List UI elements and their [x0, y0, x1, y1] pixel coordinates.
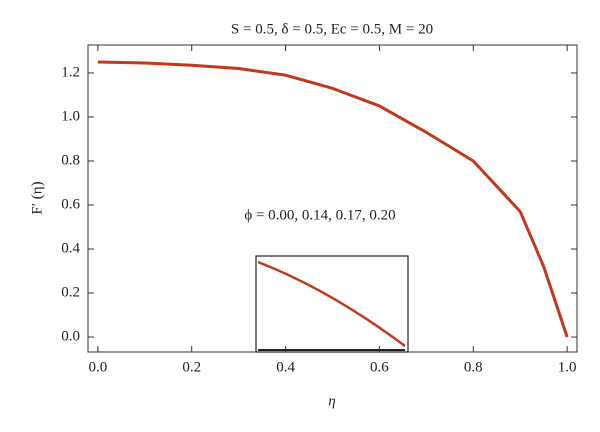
- plot-frame: [87, 44, 578, 353]
- y-tick-label: 0.4: [61, 240, 80, 256]
- inset-curve: [257, 260, 406, 348]
- x-tick-label: 0.8: [464, 359, 483, 375]
- y-tick-label: 0.8: [61, 152, 80, 168]
- y-tick-label: 1.2: [61, 64, 80, 80]
- annotation: ϕ = 0.00, 0.14, 0.17, 0.20: [244, 207, 395, 223]
- y-axis-label: F′ (η): [29, 181, 45, 214]
- x-tick-label: 0.4: [276, 359, 295, 375]
- y-tick-label: 0.0: [61, 328, 80, 344]
- line-series: [97, 60, 569, 338]
- y-tick-label: 0.6: [61, 196, 80, 212]
- inset-frame: [255, 255, 409, 353]
- x-tick-label: 0.2: [182, 359, 201, 375]
- x-tick-label: 0.0: [88, 359, 107, 375]
- y-tick-label: 0.2: [61, 284, 80, 300]
- x-tick-label: 0.6: [370, 359, 389, 375]
- chart-title: S = 0.5, δ = 0.5, Ec = 0.5, M = 20: [231, 21, 433, 37]
- x-tick-label: 1.0: [558, 359, 577, 375]
- y-tick-label: 1.0: [61, 108, 80, 124]
- x-axis-label: η: [328, 393, 335, 409]
